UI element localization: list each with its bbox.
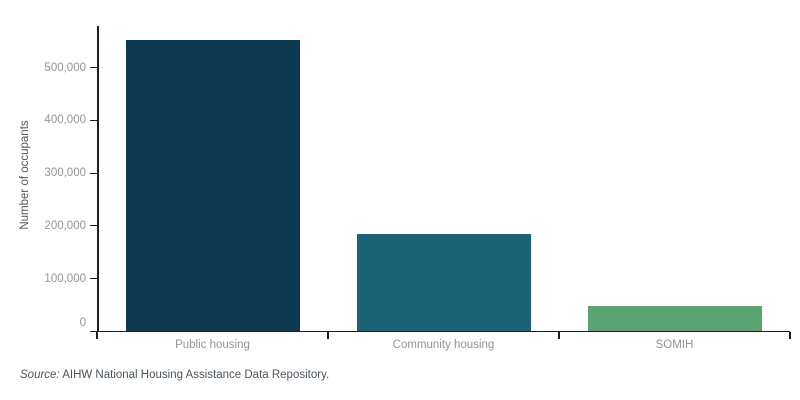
y-tick-label: 500,000 xyxy=(44,61,86,74)
plot-area: 0 100,000 200,000 300,000 400,000 500,000 Pub… xyxy=(44,26,791,351)
x-tick-label: Public housing xyxy=(175,339,250,351)
y-tick-label: 400,000 xyxy=(44,114,86,127)
bar-somih[interactable] xyxy=(587,306,762,332)
y-tick-mark xyxy=(90,172,97,174)
x-tick-label: Community housing xyxy=(392,339,495,351)
x-axis-line xyxy=(97,330,790,332)
y-tick-label: 300,000 xyxy=(44,167,86,180)
y-tick-label: 200,000 xyxy=(44,219,86,232)
bar-public-housing[interactable] xyxy=(125,40,300,332)
source-text: AIHW National Housing Assistance Data Re… xyxy=(59,369,330,381)
x-tick-label: SOMIH xyxy=(655,339,694,351)
bar-community-housing[interactable] xyxy=(356,234,531,332)
y-tick-mark xyxy=(90,225,97,227)
y-tick-mark xyxy=(90,278,97,280)
source-label: Source: xyxy=(20,369,60,381)
x-tick-mark xyxy=(327,332,329,339)
x-tick-mark xyxy=(558,332,560,339)
y-tick-mark xyxy=(90,67,97,69)
x-tick-mark xyxy=(96,332,98,339)
x-tick-mark xyxy=(789,332,791,339)
y-tick-label: 100,000 xyxy=(44,272,86,285)
y-axis-line xyxy=(97,26,99,332)
y-tick-mark xyxy=(90,331,97,332)
source-note: Source: AIHW National Housing Assistance… xyxy=(20,369,329,381)
y-tick-label: 0 xyxy=(79,317,86,329)
y-axis-title: Number of occupants xyxy=(19,120,31,230)
y-tick-mark xyxy=(90,119,97,121)
